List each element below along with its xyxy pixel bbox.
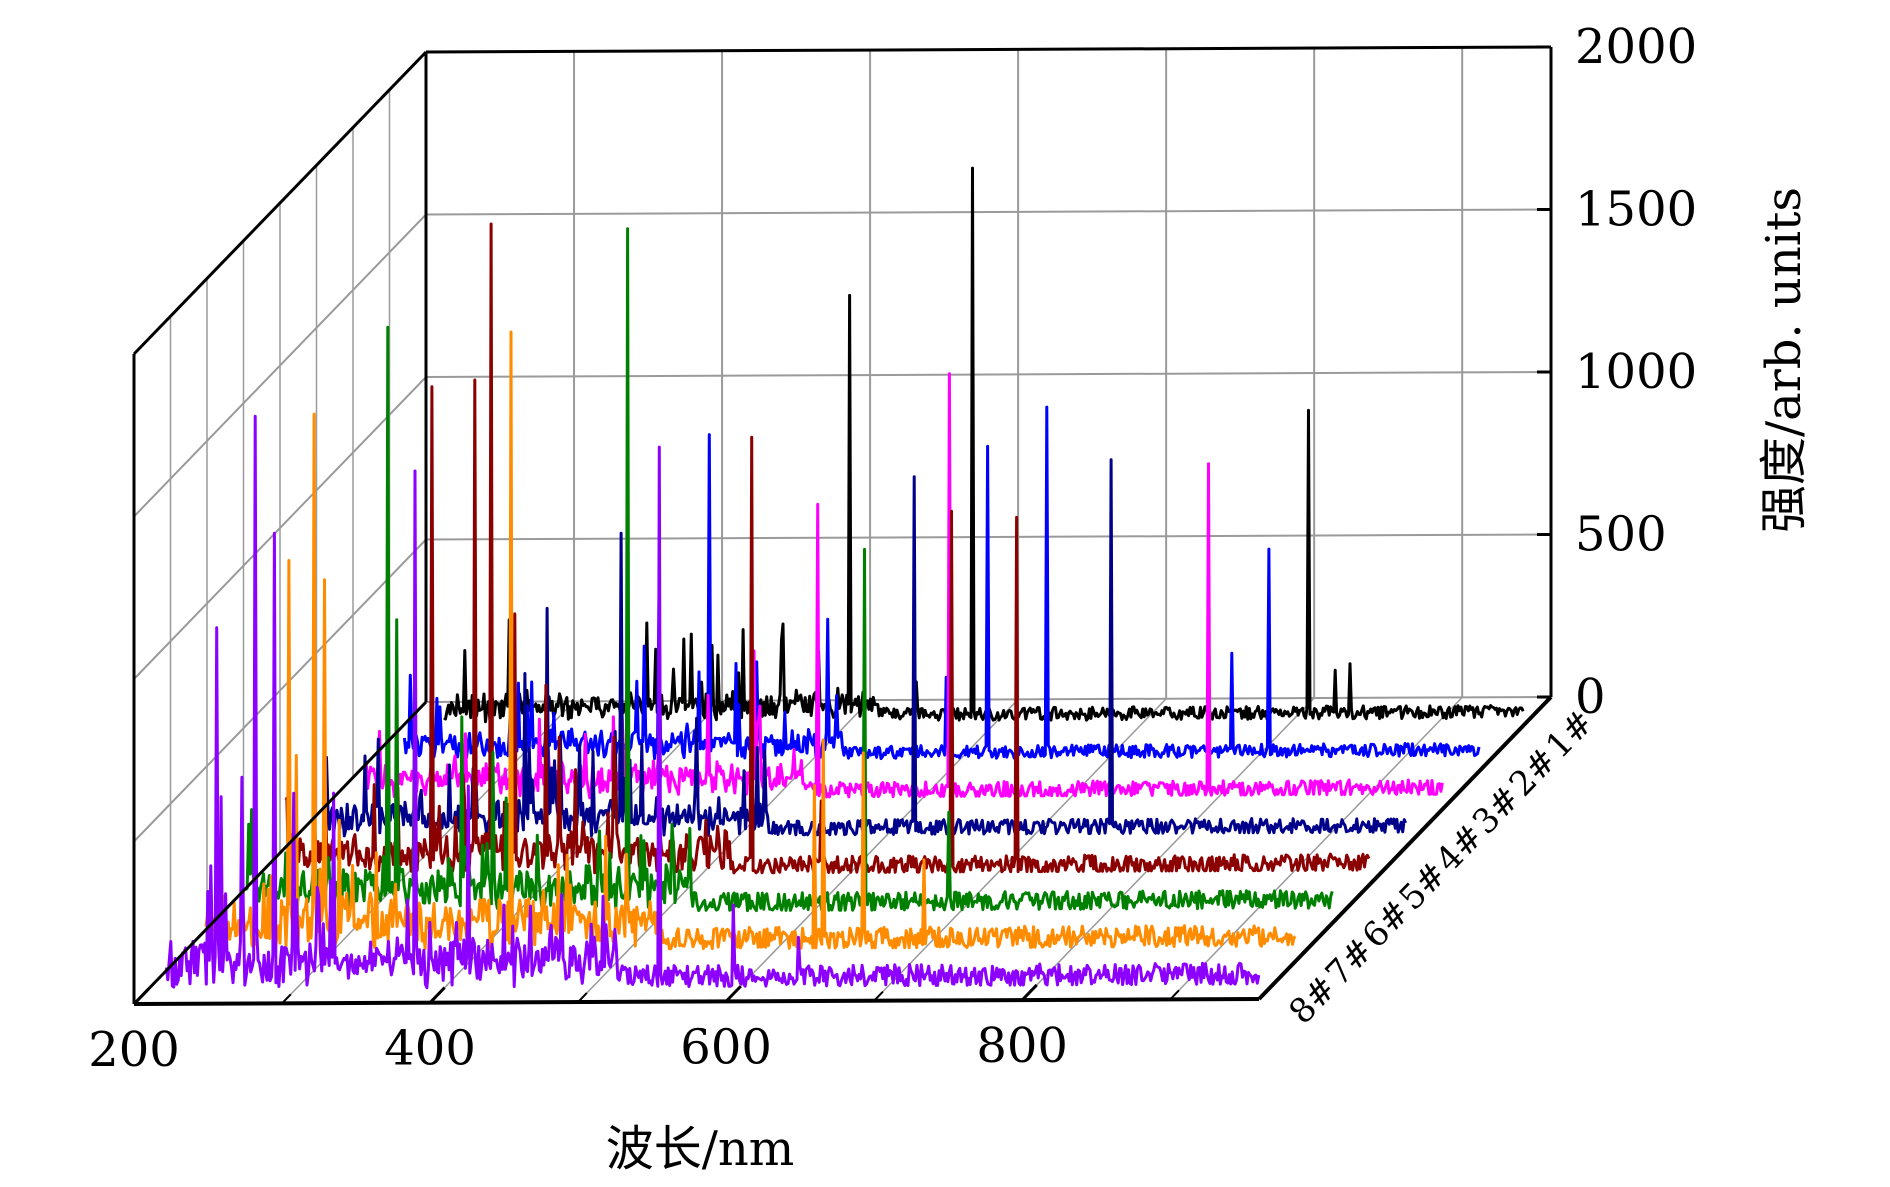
x-tick-label: 600 xyxy=(680,1019,772,1075)
side-wall-grid-line xyxy=(133,538,427,843)
z-tick-label: 2000 xyxy=(1575,19,1697,75)
x-minor-tick-mark xyxy=(281,993,292,1005)
back-wall-grid-line xyxy=(425,371,1552,378)
x-tick-mark xyxy=(428,986,446,1004)
x-tick-label: 400 xyxy=(384,1021,476,1077)
series-line-1 xyxy=(443,166,1525,724)
series-line-8 xyxy=(164,414,1261,990)
series-line-2 xyxy=(402,405,1481,761)
floor-grid-line xyxy=(1169,696,1463,1000)
x-minor-tick-mark xyxy=(1169,989,1180,1001)
x-tick-label: 200 xyxy=(88,1022,180,1078)
x-minor-tick-mark xyxy=(577,992,588,1003)
x-tick-mark xyxy=(725,985,742,1003)
floor-grid-line xyxy=(725,698,1019,1002)
back-wall-grid-line xyxy=(425,208,1552,216)
left-top-edge xyxy=(132,50,428,356)
axes xyxy=(132,45,1553,1006)
z-axis-title: 强度/arb. units xyxy=(1756,187,1812,533)
series-line-5 xyxy=(284,222,1371,876)
z-tick-label: 500 xyxy=(1575,507,1667,563)
x-tick-mark xyxy=(1021,983,1038,1002)
x-axis-line xyxy=(133,997,1260,1006)
depth-axis-line xyxy=(1257,695,1553,1001)
side-wall-grid-line xyxy=(133,376,427,680)
x-tick-label: 800 xyxy=(976,1018,1068,1074)
x-minor-tick-mark xyxy=(873,990,884,1002)
side-wall-grid-line xyxy=(133,213,427,518)
z-tick-label: 1500 xyxy=(1575,182,1697,238)
back-top-edge xyxy=(425,45,1552,54)
z-tick-label: 1000 xyxy=(1575,344,1697,400)
left-floor-edge xyxy=(132,700,428,1006)
z-tick-label: 0 xyxy=(1575,669,1606,725)
series-line-6 xyxy=(244,227,1334,913)
x-axis-title: 波长/nm xyxy=(606,1121,795,1177)
x-tick-mark xyxy=(132,987,150,1006)
series-line-7 xyxy=(204,330,1297,951)
series-lines xyxy=(164,166,1525,990)
